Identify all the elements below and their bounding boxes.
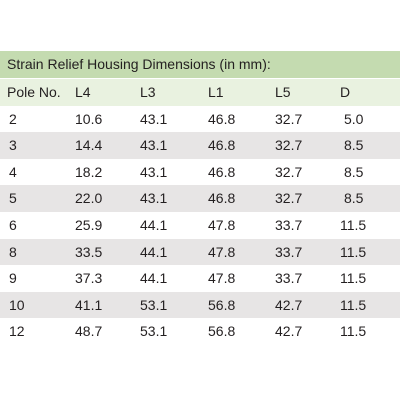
header-cell: L1 (208, 84, 224, 100)
header-cell: L4 (75, 84, 91, 100)
table-row: 5 22.0 43.1 46.8 32.7 8.5 (0, 185, 400, 212)
table-cell: 43.1 (140, 110, 168, 127)
table-cell: 33.7 (275, 270, 303, 287)
table-cell: 33.7 (275, 243, 303, 260)
table-body: 2 10.6 43.1 46.8 32.7 5.0 3 14.4 43.1 46.8 32.7 8.5… (0, 105, 400, 345)
table-cell: 46.8 (208, 110, 236, 127)
table-cell: 44.1 (140, 243, 168, 260)
table-cell: 32.7 (275, 137, 303, 154)
table-cell: 14.4 (75, 137, 103, 154)
table-cell: 42.7 (275, 296, 303, 313)
table-cell: 25.9 (75, 216, 103, 233)
table-cell: 22.0 (75, 190, 103, 207)
table-cell: 11.5 (340, 323, 367, 340)
header-cell: Pole No. (7, 84, 61, 100)
table-cell: 2 (9, 110, 17, 127)
table-cell: 11.5 (340, 270, 367, 287)
table-cell: 47.8 (208, 243, 236, 260)
table-cell: 43.1 (140, 137, 168, 154)
table-cell: 46.8 (208, 163, 236, 180)
table-cell: 33.5 (75, 243, 103, 260)
table-cell: 32.7 (275, 163, 303, 180)
table-cell: 46.8 (208, 190, 236, 207)
table-row: 9 37.3 44.1 47.8 33.7 11.5 (0, 265, 400, 292)
table-cell: 8 (9, 243, 17, 260)
table-cell: 8.5 (344, 163, 364, 180)
header-cell: L3 (140, 84, 156, 100)
table-row: 4 18.2 43.1 46.8 32.7 8.5 (0, 158, 400, 186)
table-cell: 48.7 (75, 323, 103, 340)
table-cell: 47.8 (208, 216, 236, 233)
table-cell: 6 (9, 216, 17, 233)
table-cell: 43.1 (140, 190, 168, 207)
table-cell: 56.8 (208, 323, 236, 340)
table-cell: 11.5 (340, 296, 367, 313)
table-cell: 12 (9, 323, 25, 340)
table-cell: 42.7 (275, 323, 303, 340)
table-cell: 53.1 (140, 296, 168, 313)
table-cell: 43.1 (140, 163, 168, 180)
table-cell: 47.8 (208, 270, 236, 287)
header-row: Pole No. L4 L3 L1 L5 D (0, 79, 400, 106)
table-cell: 33.7 (275, 216, 303, 233)
table-row: 10 41.1 53.1 56.8 42.7 11.5 (0, 291, 400, 319)
table-cell: 11.5 (340, 243, 367, 260)
table-cell: 10.6 (75, 110, 103, 127)
table-cell: 37.3 (75, 270, 103, 287)
table-cell: 32.7 (275, 190, 303, 207)
table-cell: 5 (9, 190, 17, 207)
table-cell: 18.2 (75, 163, 103, 180)
table: Pole No. L4 L3 L1 L5 D 2 10.6 43.1 46.8 32.7 5.0 3 14… (0, 79, 400, 345)
table-cell: 8.5 (344, 190, 364, 207)
table-cell: 44.1 (140, 270, 168, 287)
table-cell: 11.5 (340, 216, 367, 233)
table-cell: 56.8 (208, 296, 236, 313)
table-cell: 41.1 (75, 296, 103, 313)
table-row: 3 14.4 43.1 46.8 32.7 8.5 (0, 132, 400, 159)
table-cell: 46.8 (208, 137, 236, 154)
table-cell: 4 (9, 163, 17, 180)
table-cell: 10 (9, 296, 25, 313)
table-cell: 5.0 (344, 110, 364, 127)
table-row: 6 25.9 44.1 47.8 33.7 11.5 (0, 211, 400, 239)
table-cell: 32.7 (275, 110, 303, 127)
table-cell: 3 (9, 137, 17, 154)
table-cell: 53.1 (140, 323, 168, 340)
table-row: 2 10.6 43.1 46.8 32.7 5.0 (0, 105, 400, 133)
table-cell: 9 (9, 270, 17, 287)
table-row: 8 33.5 44.1 47.8 33.7 11.5 (0, 238, 400, 266)
header-cell: D (340, 84, 351, 100)
table-title: Strain Relief Housing Dimensions (in mm)… (0, 51, 400, 78)
header-cell: L5 (275, 84, 291, 100)
table-cell: 8.5 (344, 137, 364, 154)
table-cell: 44.1 (140, 216, 168, 233)
table-row: 12 48.7 53.1 56.8 42.7 11.5 (0, 318, 400, 345)
